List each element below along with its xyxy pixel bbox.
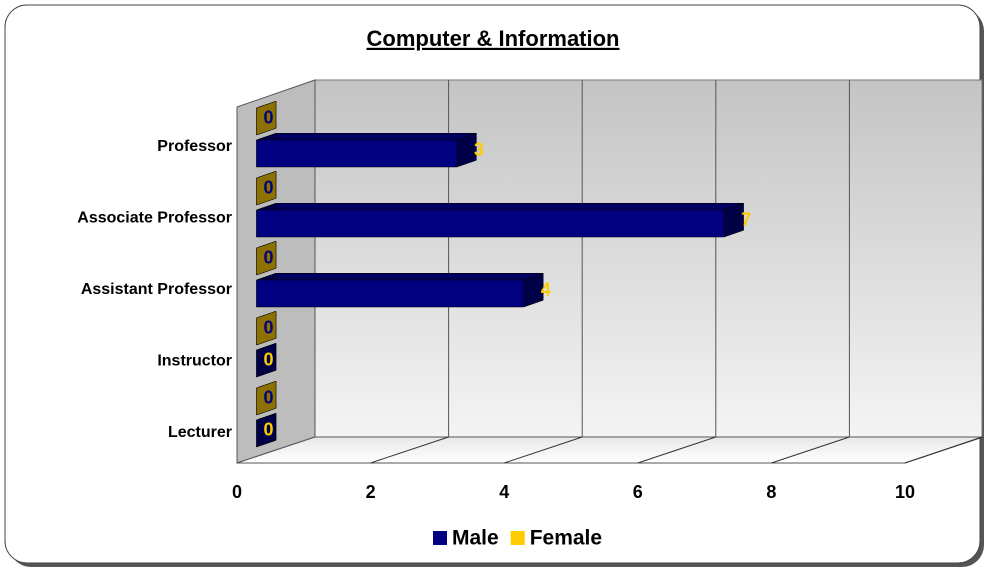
y-tick-label: Lecturer <box>168 424 232 441</box>
bar <box>256 170 277 206</box>
x-tick-label: 2 <box>366 482 376 502</box>
x-tick-label: 8 <box>766 482 776 502</box>
bar-end <box>523 272 544 308</box>
y-tick-label: Associate Professor <box>77 210 232 227</box>
y-tick-label: Assistant Professor <box>81 281 232 298</box>
floor-grid-line <box>504 436 583 464</box>
data-label: 0 <box>263 317 273 337</box>
bar-top <box>256 273 544 281</box>
bar-end <box>256 240 277 276</box>
bar-end <box>256 310 277 346</box>
floor-grid-line <box>370 436 449 464</box>
bar-end <box>256 380 277 416</box>
x-tick-label: 4 <box>499 482 509 502</box>
bar <box>256 412 277 448</box>
bar-end <box>256 100 277 136</box>
data-label: 3 <box>474 139 484 159</box>
bar-top <box>256 203 744 211</box>
data-label: 0 <box>263 177 273 197</box>
data-label: 4 <box>541 279 551 299</box>
bar-end <box>256 412 277 448</box>
bar <box>256 132 477 168</box>
legend-label: Female <box>530 527 602 550</box>
y-tick-label: Instructor <box>157 353 232 370</box>
legend-swatch <box>433 531 447 545</box>
data-label: 0 <box>263 387 273 407</box>
chart-title: Computer & Information <box>367 26 620 51</box>
floor-grid-line <box>637 436 716 464</box>
floor <box>236 436 983 464</box>
x-tick-label: 0 <box>232 482 242 502</box>
bar <box>256 272 544 308</box>
legend-label: Male <box>452 527 499 550</box>
floor-grid-line <box>771 436 850 464</box>
floor-grid-line <box>904 436 984 464</box>
bar <box>256 202 744 238</box>
bar <box>256 342 277 378</box>
bar-end <box>256 342 277 378</box>
bar-front <box>256 279 524 308</box>
data-label: 0 <box>263 419 273 439</box>
bar-top <box>256 133 477 141</box>
bar <box>256 380 277 416</box>
bar-front <box>256 139 458 168</box>
x-tick-label: 10 <box>895 482 915 502</box>
bar-end <box>723 202 744 238</box>
data-label: 0 <box>263 247 273 267</box>
legend-swatch <box>510 531 525 545</box>
y-tick-label: Professor <box>157 138 232 155</box>
data-label: 0 <box>263 107 273 127</box>
bar-front <box>256 209 725 238</box>
bar-end <box>456 132 477 168</box>
data-label: 0 <box>263 349 273 369</box>
bar-end <box>256 170 277 206</box>
bar <box>256 240 277 276</box>
x-tick-label: 6 <box>633 482 643 502</box>
data-label: 7 <box>741 209 751 229</box>
bar <box>256 310 277 346</box>
bar <box>256 100 277 136</box>
